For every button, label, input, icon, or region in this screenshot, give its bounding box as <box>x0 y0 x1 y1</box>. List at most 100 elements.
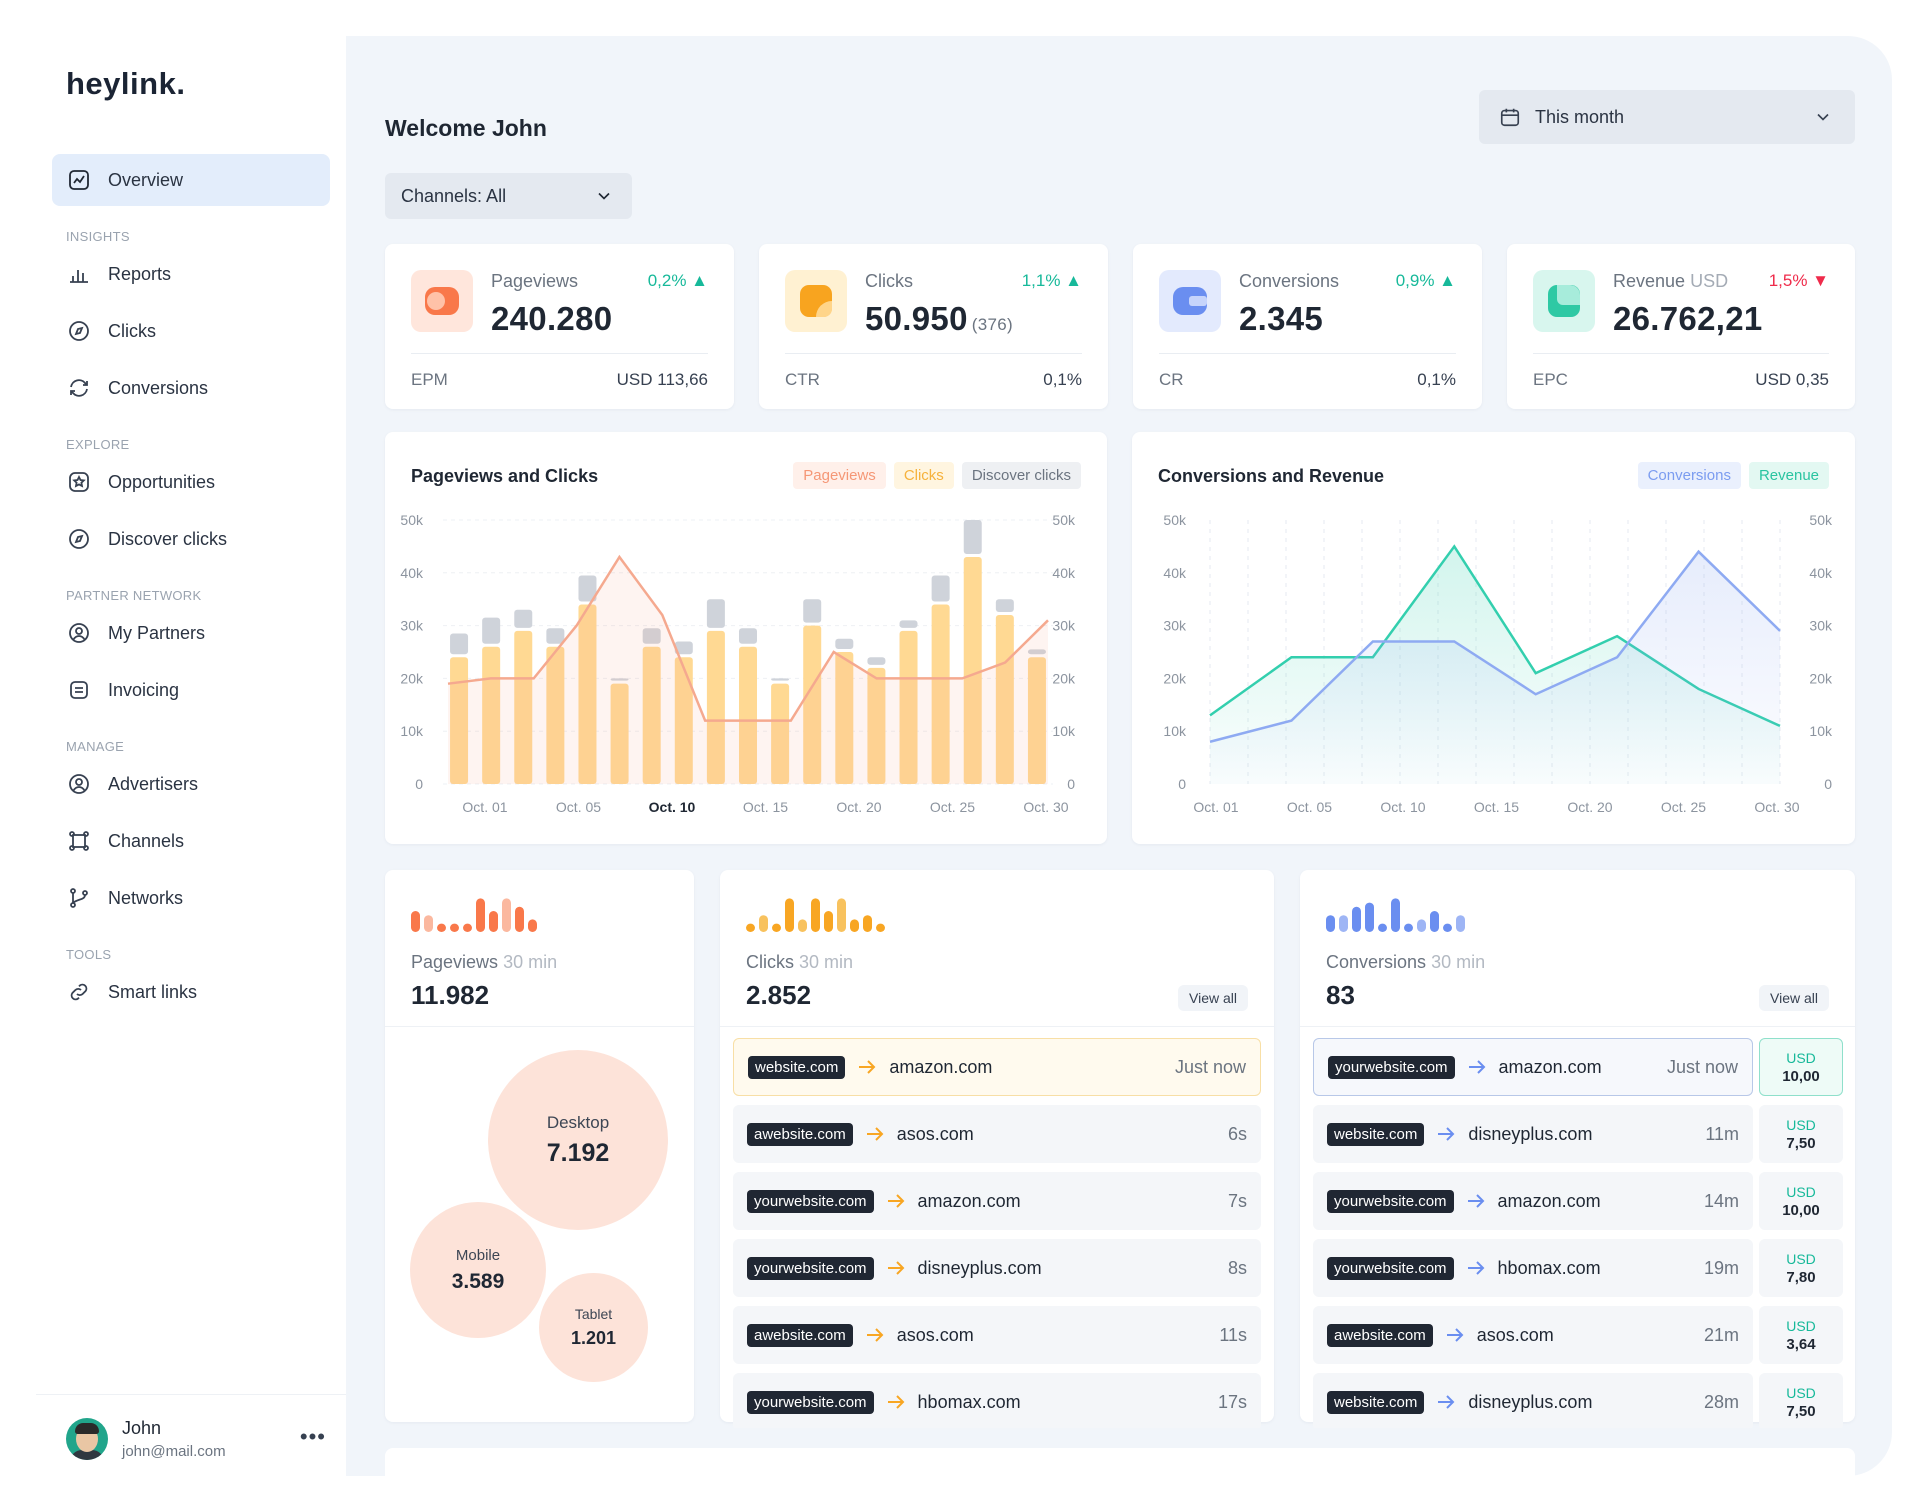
revenue-icon <box>1533 270 1595 332</box>
sidebar-item-label: Opportunities <box>108 471 216 492</box>
source-tag: website.com <box>1327 1122 1425 1146</box>
kpi-card-revenue[interactable]: Revenue USD 1,5% ▼ 26.762,21 EPC USD 0,3… <box>1507 244 1855 409</box>
spark-bar <box>528 919 537 932</box>
device-bubble-mobile[interactable]: Mobile 3.589 <box>410 1202 546 1338</box>
more-options-icon[interactable]: ••• <box>299 1424 326 1449</box>
y-tick-label-right: 30k <box>1809 618 1833 634</box>
bar-chart-icon <box>66 261 92 287</box>
target-domain: hbomax.com <box>1497 1257 1601 1278</box>
y-tick-label-left: 20k <box>1163 670 1187 686</box>
list-item[interactable]: website.com amazon.com Just now <box>733 1038 1261 1096</box>
kpi-card-conversions[interactable]: Conversions 0,9% ▲ 2.345 CR 0,1% <box>1133 244 1482 409</box>
view-all-button[interactable]: View all <box>1178 985 1248 1011</box>
sidebar-item-opportunities[interactable]: Opportunities <box>52 456 330 508</box>
stat-label: Pageviews 30 min <box>411 952 558 972</box>
device-bubble-desktop[interactable]: Desktop 7.192 <box>488 1050 668 1230</box>
sidebar-item-advertisers[interactable]: Advertisers <box>52 758 330 810</box>
list-item[interactable]: yourwebsite.com hbomax.com 17s <box>733 1373 1261 1428</box>
kpi-card-clicks[interactable]: Clicks 1,1% ▲ 50.950 (376) CTR 0,1% <box>759 244 1108 409</box>
y-tick-label-left: 20k <box>400 670 424 686</box>
list-item[interactable]: awebsite.com asos.com 11s <box>733 1306 1261 1364</box>
timestamp: 28m <box>1703 1391 1739 1412</box>
spark-bar <box>772 923 781 932</box>
sidebar-item-conversions[interactable]: Conversions <box>52 362 330 414</box>
x-tick-label: Oct. 10 <box>1380 799 1425 815</box>
bar-discover-clicks <box>706 599 725 628</box>
kpi-subvalue: USD 113,66 <box>616 370 708 389</box>
kpi-card-pageviews[interactable]: Pageviews 0,2% ▲ 240.280 EPM USD 113,66 <box>385 244 734 409</box>
spark-bar <box>1404 923 1413 932</box>
sidebar-item-networks[interactable]: Networks <box>52 872 330 924</box>
sidebar-item-my-partners[interactable]: My Partners <box>52 607 330 659</box>
sidebar-item-discover-clicks[interactable]: Discover clicks <box>52 513 330 565</box>
sidebar-item-reports[interactable]: Reports <box>52 248 330 300</box>
source-tag: yourwebsite.com <box>1327 1189 1454 1213</box>
divider <box>385 1026 694 1027</box>
main-content: Welcome John Channels: All This month Pa… <box>346 36 1892 1488</box>
sidebar-item-overview[interactable]: Overview <box>52 154 330 206</box>
list-item[interactable]: awebsite.com asos.com 6s <box>733 1105 1261 1163</box>
git-branch-icon <box>66 885 92 911</box>
kpi-sublabel: CTR <box>785 370 820 389</box>
user-name: John <box>122 1418 162 1438</box>
amount-badge: USD 7,50 <box>1759 1105 1843 1163</box>
channels-filter-dropdown[interactable]: Channels: All <box>385 173 632 219</box>
spark-bar <box>1352 906 1361 932</box>
list-item[interactable]: awebsite.com asos.com 21m <box>1313 1306 1753 1364</box>
target-domain: hbomax.com <box>917 1391 1021 1412</box>
chevron-down-icon <box>594 186 614 211</box>
bar-discover-clicks <box>546 628 565 644</box>
kpi-value: 2.345 <box>1239 300 1324 337</box>
sidebar-item-invoicing[interactable]: Invoicing <box>52 664 330 716</box>
y-tick-label-left: 50k <box>400 512 424 528</box>
list-item[interactable]: website.com disneyplus.com 28m <box>1313 1373 1753 1428</box>
bar-discover-clicks <box>931 575 950 602</box>
target-domain: amazon.com <box>889 1056 993 1077</box>
sidebar-item-channels[interactable]: Channels <box>52 815 330 867</box>
x-tick-label: Oct. 20 <box>836 799 881 815</box>
list-item[interactable]: yourwebsite.com amazon.com 14m <box>1313 1172 1753 1230</box>
legend-pageviews[interactable]: Pageviews <box>793 462 886 489</box>
kpi-label: Clicks <box>865 271 913 291</box>
bar-clicks <box>867 667 886 784</box>
user-profile[interactable]: John john@mail.com ••• <box>66 1414 326 1464</box>
list-item[interactable]: website.com disneyplus.com 11m <box>1313 1105 1753 1163</box>
sidebar-item-smart-links[interactable]: Smart links <box>52 966 330 1018</box>
y-tick-label-right: 20k <box>1809 670 1833 686</box>
sidebar-item-clicks[interactable]: Clicks <box>52 305 330 357</box>
timestamp: Just now <box>1666 1056 1738 1077</box>
list-item[interactable]: yourwebsite.com amazon.com Just now <box>1313 1038 1753 1096</box>
legend-clicks[interactable]: Clicks <box>893 462 954 489</box>
arrow-right-icon <box>1445 1327 1465 1343</box>
legend-discover-clicks[interactable]: Discover clicks <box>961 462 1081 489</box>
brand-logo[interactable]: heylink. <box>66 66 186 101</box>
bar-discover-clicks <box>674 641 693 655</box>
bar-clicks <box>450 657 469 784</box>
date-range-dropdown[interactable]: This month <box>1479 90 1855 144</box>
list-item[interactable]: yourwebsite.com disneyplus.com 8s <box>733 1239 1261 1297</box>
bar-clicks <box>899 630 918 784</box>
kpi-label: Conversions <box>1239 271 1340 291</box>
y-tick-label-right: 30k <box>1052 618 1076 634</box>
target-domain: amazon.com <box>917 1190 1021 1211</box>
kpi-change: 1,5% ▼ <box>1768 271 1829 290</box>
legend-revenue[interactable]: Revenue <box>1748 462 1829 489</box>
view-all-button[interactable]: View all <box>1759 985 1829 1011</box>
list-item[interactable]: yourwebsite.com hbomax.com 19m <box>1313 1239 1753 1297</box>
amount-badge: USD 3,64 <box>1759 1306 1843 1364</box>
timestamp: 11s <box>1219 1324 1247 1345</box>
spark-bar <box>411 911 420 932</box>
sidebar-item-label: Reports <box>108 263 172 284</box>
spark-bar <box>1430 911 1439 932</box>
legend-conversions[interactable]: Conversions <box>1637 462 1741 489</box>
arrow-right-icon <box>1467 1059 1487 1075</box>
sidebar-item-label: Channels <box>108 830 185 851</box>
device-bubble-tablet[interactable]: Tablet 1.201 <box>539 1273 648 1382</box>
spark-bar <box>1417 919 1426 932</box>
chart-title: Pageviews and Clicks <box>411 466 599 486</box>
kpi-change: 1,1% ▲ <box>1021 271 1082 290</box>
avatar <box>66 1418 108 1460</box>
arrow-right-icon <box>1466 1260 1486 1276</box>
list-item[interactable]: yourwebsite.com amazon.com 7s <box>733 1172 1261 1230</box>
section-manage: MANAGE <box>66 739 125 754</box>
